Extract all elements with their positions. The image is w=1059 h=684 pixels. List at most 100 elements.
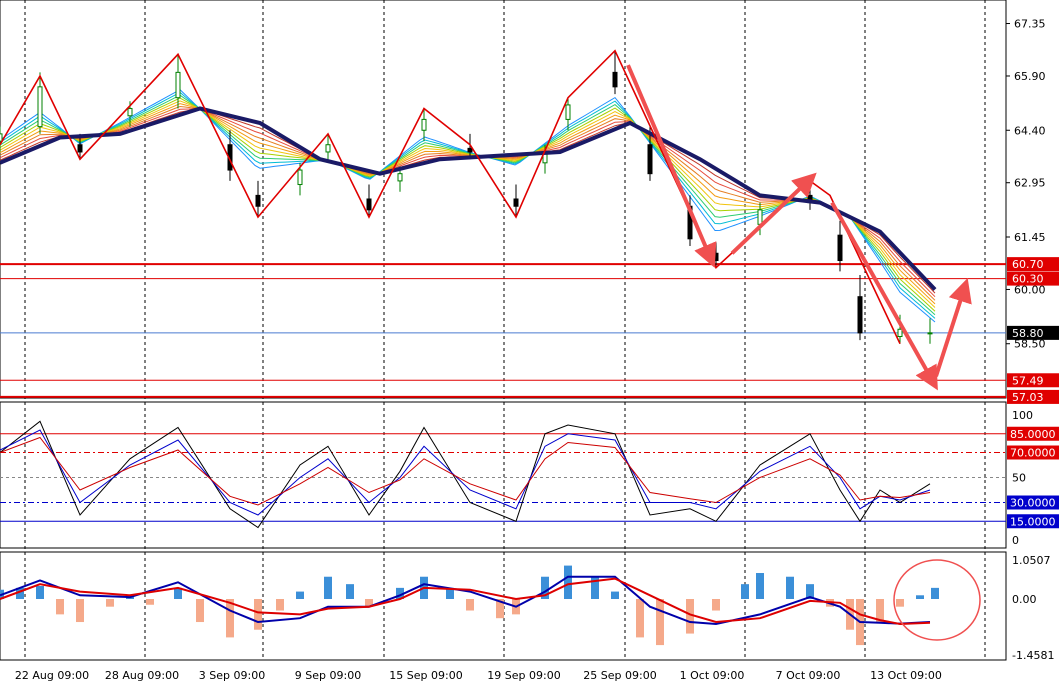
price-tick-label: 61.45 bbox=[1014, 231, 1046, 244]
macd-histogram-bar bbox=[396, 587, 404, 599]
candle-body bbox=[37, 86, 43, 128]
highlight-circle bbox=[893, 559, 981, 641]
macd-histogram-bar bbox=[656, 599, 664, 646]
macd-histogram-bar bbox=[541, 576, 549, 599]
level-badge bbox=[1007, 271, 1059, 286]
candle-body bbox=[127, 108, 133, 117]
macd-series-line bbox=[0, 575, 931, 626]
macd-histogram-bar bbox=[756, 573, 764, 599]
candle-body bbox=[0, 133, 3, 142]
candle-body bbox=[612, 71, 618, 88]
macd-histogram-bar bbox=[636, 599, 644, 638]
trend-arrow bbox=[934, 278, 972, 377]
macd-tick-label: 1.0507 bbox=[1012, 554, 1051, 567]
macd-histogram-bar bbox=[276, 599, 284, 611]
macd-tick-label: -1.4581 bbox=[1012, 649, 1054, 662]
stoch-tick-label: 100 bbox=[1012, 409, 1033, 422]
candle-body bbox=[857, 296, 863, 334]
stoch-series-line bbox=[0, 429, 931, 516]
macd-histogram-bar bbox=[226, 599, 234, 638]
candle-body bbox=[927, 332, 933, 335]
x-tick-label: 13 Oct 09:00 bbox=[870, 669, 942, 682]
candle-body bbox=[565, 104, 571, 120]
candle-body bbox=[297, 169, 303, 186]
macd-histogram-bar bbox=[174, 587, 182, 599]
stoch-level-badge bbox=[1007, 445, 1059, 460]
macd-histogram-bar bbox=[254, 599, 262, 630]
stoch-level-label: 15.0000 bbox=[1010, 515, 1056, 528]
current-price-badge bbox=[1007, 325, 1059, 340]
stoch-tick-label: 50 bbox=[1012, 472, 1026, 485]
stochastic-panel bbox=[0, 401, 1007, 549]
macd-histogram-bar bbox=[806, 584, 814, 599]
candle-body bbox=[757, 209, 763, 225]
x-tick-label: 22 Aug 09:00 bbox=[15, 669, 89, 682]
candle-body bbox=[397, 173, 403, 182]
macd-histogram-bar bbox=[324, 576, 332, 599]
stoch-level-label: 85.0000 bbox=[1010, 428, 1056, 441]
level-label: 60.70 bbox=[1012, 258, 1044, 271]
candle-body bbox=[421, 118, 427, 131]
x-tick-label: 25 Sep 09:00 bbox=[583, 669, 656, 682]
level-label: 60.30 bbox=[1012, 273, 1044, 286]
level-badge bbox=[1007, 373, 1059, 388]
x-tick-label: 7 Oct 09:00 bbox=[776, 669, 841, 682]
macd-histogram-bar bbox=[365, 599, 373, 607]
trend-arrow bbox=[830, 201, 938, 391]
x-tick-label: 9 Sep 09:00 bbox=[295, 669, 361, 682]
price-tick-label: 67.35 bbox=[1014, 18, 1046, 31]
candle-body bbox=[513, 198, 519, 207]
macd-histogram-bar bbox=[741, 584, 749, 599]
macd-histogram-bar bbox=[36, 586, 44, 599]
macd-histogram-bar bbox=[196, 599, 204, 623]
macd-histogram-bar bbox=[446, 587, 454, 599]
candle-body bbox=[255, 194, 261, 207]
macd-histogram-bar bbox=[916, 595, 924, 599]
macd-histogram-bar bbox=[611, 591, 619, 599]
candle-body bbox=[77, 144, 83, 153]
candle-body bbox=[897, 328, 903, 337]
level-label: 57.03 bbox=[1012, 391, 1044, 404]
macd-histogram-bar bbox=[496, 599, 504, 619]
x-tick-label: 19 Sep 09:00 bbox=[487, 669, 560, 682]
macd-histogram-bar bbox=[16, 587, 24, 599]
price-tick-label: 58.50 bbox=[1014, 338, 1046, 351]
candle-body bbox=[713, 252, 719, 262]
stoch-level-badge bbox=[1007, 495, 1059, 510]
price-panel bbox=[0, 0, 1007, 399]
macd-histogram-bar bbox=[591, 576, 599, 599]
stoch-tick-label: 0 bbox=[1012, 534, 1019, 547]
macd-histogram-bar bbox=[931, 587, 939, 599]
macd-histogram-bar bbox=[296, 591, 304, 599]
candle-body bbox=[467, 147, 473, 153]
macd-histogram-bar bbox=[346, 584, 354, 599]
stoch-level-label: 70.0000 bbox=[1010, 447, 1056, 460]
candle-body bbox=[366, 198, 372, 211]
macd-tick-label: 0.00 bbox=[1012, 593, 1037, 606]
trend-arrow bbox=[730, 172, 817, 255]
macd-histogram-bar bbox=[564, 565, 572, 599]
price-tick-label: 65.90 bbox=[1014, 70, 1046, 83]
stoch-level-badge bbox=[1007, 514, 1059, 529]
price-tick-label: 60.00 bbox=[1014, 283, 1046, 296]
level-badge bbox=[1007, 389, 1059, 404]
x-tick-label: 28 Aug 09:00 bbox=[105, 669, 179, 682]
level-badge bbox=[1007, 257, 1059, 272]
stoch-series-line bbox=[0, 436, 931, 506]
macd-histogram-bar bbox=[56, 599, 64, 615]
macd-histogram-bar bbox=[686, 599, 694, 634]
stoch-level-badge bbox=[1007, 426, 1059, 441]
current-price-label: 58.80 bbox=[1012, 327, 1044, 340]
candle-body bbox=[325, 144, 331, 153]
level-label: 57.49 bbox=[1012, 374, 1044, 387]
macd-histogram-bar bbox=[876, 599, 884, 623]
x-tick-label: 15 Sep 09:00 bbox=[389, 669, 462, 682]
macd-histogram-bar bbox=[786, 576, 794, 599]
trend-arrow bbox=[626, 64, 717, 268]
price-tick-label: 62.95 bbox=[1014, 177, 1046, 190]
ma-ribbon-line bbox=[0, 97, 936, 312]
ma-ribbon-line bbox=[0, 100, 936, 308]
macd-series-line bbox=[0, 577, 931, 626]
candle-body bbox=[175, 71, 181, 99]
